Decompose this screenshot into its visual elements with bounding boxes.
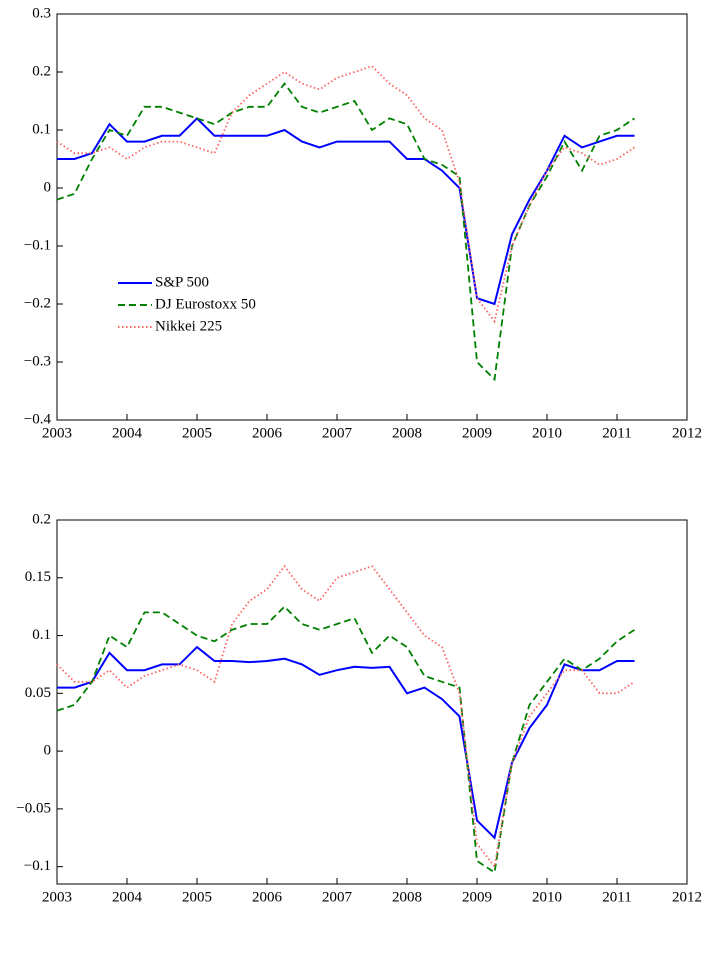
x-tick-label: 2003 — [42, 889, 72, 905]
x-tick-label: 2010 — [532, 425, 562, 441]
data-line — [56, 82, 635, 382]
x-tick-label: 2008 — [392, 425, 422, 441]
y-tick-label: 0 — [44, 743, 52, 759]
x-tick-label: 2012 — [672, 889, 702, 905]
y-tick-label: −0.2 — [24, 295, 51, 311]
data-line — [56, 65, 635, 324]
x-tick-label: 2003 — [42, 425, 72, 441]
y-tick-label: 0.1 — [32, 121, 51, 137]
y-tick-label: −0.05 — [16, 800, 51, 816]
y-tick-label: 0.15 — [25, 569, 51, 585]
axes-box — [56, 13, 688, 421]
x-tick-label: 2006 — [252, 425, 283, 441]
data-line — [57, 116, 635, 306]
legend-label: Nikkei 225 — [155, 318, 222, 334]
legend-label: DJ Eurostoxx 50 — [155, 296, 256, 312]
y-tick-label: 0.2 — [32, 63, 51, 79]
legend-label: S&P 500 — [155, 274, 209, 290]
x-tick-label: 2005 — [182, 889, 212, 905]
x-tick-label: 2004 — [112, 889, 143, 905]
y-tick-label: 0.3 — [32, 5, 51, 21]
x-tick-label: 2006 — [252, 889, 283, 905]
x-tick-label: 2007 — [322, 889, 353, 905]
data-line — [57, 645, 635, 840]
y-tick-label: −0.4 — [24, 411, 52, 427]
y-tick-label: 0.1 — [32, 627, 51, 643]
y-tick-label: 0.05 — [25, 685, 51, 701]
y-tick-label: −0.3 — [24, 353, 51, 369]
y-tick-label: 0 — [44, 179, 52, 195]
x-tick-label: 2012 — [672, 425, 702, 441]
x-tick-label: 2004 — [112, 425, 143, 441]
x-tick-label: 2005 — [182, 425, 212, 441]
x-tick-label: 2009 — [462, 425, 492, 441]
y-tick-label: −0.1 — [24, 858, 51, 874]
y-tick-label: −0.1 — [24, 237, 51, 253]
axes-box — [56, 519, 688, 885]
x-tick-label: 2007 — [322, 425, 353, 441]
data-line — [56, 564, 635, 869]
x-tick-label: 2011 — [602, 425, 631, 441]
x-tick-label: 2008 — [392, 889, 422, 905]
x-tick-label: 2010 — [532, 889, 562, 905]
x-tick-label: 2009 — [462, 889, 492, 905]
y-tick-label: 0.2 — [32, 511, 51, 527]
data-line — [56, 605, 635, 874]
x-tick-label: 2011 — [602, 889, 631, 905]
